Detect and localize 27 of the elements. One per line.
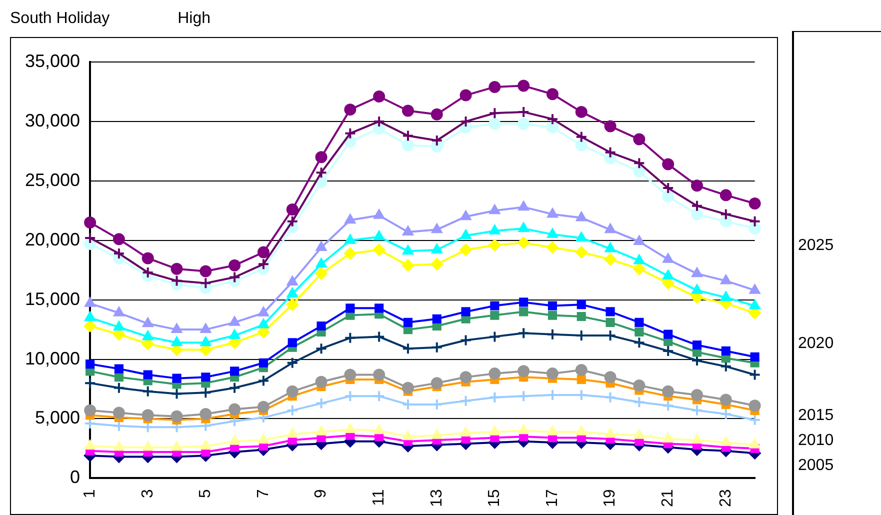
y-tick-label: 30,000: [24, 110, 80, 130]
text: 2025: [798, 237, 834, 255]
y-tick-label: 10,000: [24, 348, 80, 368]
x-tick-label: 23: [717, 489, 734, 507]
x-tick-label: 1: [81, 489, 98, 498]
y-tick-label: 15,000: [24, 288, 80, 309]
chart-subtitle: High: [178, 10, 211, 27]
text: 2020: [798, 335, 834, 353]
y-tick-label: 5,000: [35, 408, 80, 428]
y-tick-label: 25,000: [24, 170, 80, 190]
x-tick-label: 13: [428, 489, 446, 507]
x-tick-label: 3: [139, 489, 156, 498]
text: 2015: [798, 407, 834, 425]
x-tick-label: 15: [486, 489, 504, 507]
x-tick-label: 17: [544, 489, 561, 507]
chart-title: South Holiday: [10, 10, 110, 27]
y-tick-label: 0: [70, 467, 80, 488]
x-tick-label: 7: [254, 489, 272, 498]
x-tick-label: 21: [660, 489, 676, 507]
y-tick-label: 20,000: [24, 229, 80, 250]
text: 2010: [798, 432, 834, 450]
y-tick-label: 35,000: [24, 50, 80, 71]
x-tick-label: 11: [370, 489, 388, 506]
x-tick-label: 5: [197, 489, 214, 498]
x-tick-label: 19: [602, 489, 619, 507]
x-tick-label: 9: [312, 489, 330, 498]
text: 2005: [798, 457, 834, 475]
